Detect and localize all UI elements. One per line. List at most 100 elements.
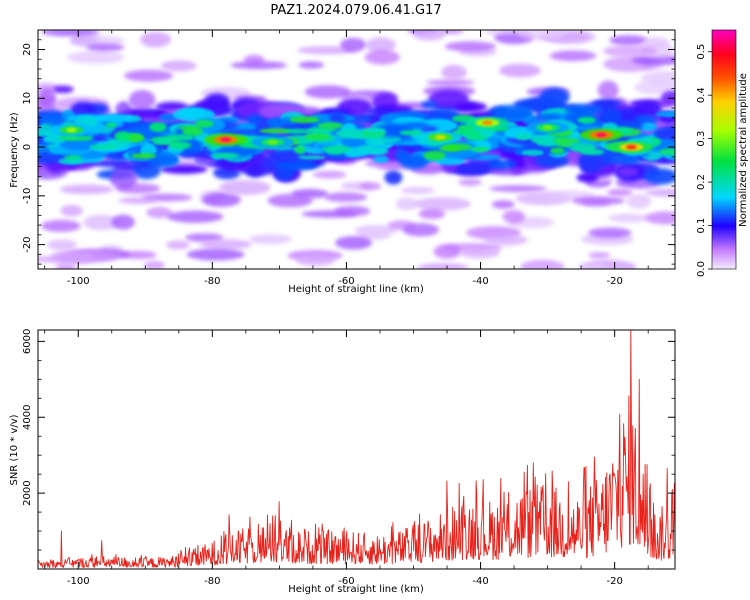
heatmap-cell (195, 119, 214, 128)
heatmap-cell (41, 30, 100, 37)
spectrogram-y-tick-label: 0 (22, 144, 33, 150)
heatmap-cell (218, 180, 271, 196)
heatmap-cell (608, 213, 650, 223)
heatmap-cell (109, 168, 138, 189)
heatmap-cell (146, 206, 172, 219)
heatmap-cell (634, 80, 675, 95)
heatmap-cell (304, 133, 330, 140)
heatmap-cell (516, 30, 568, 41)
heatmap-cell (67, 50, 125, 64)
heatmap-cell (296, 253, 336, 267)
heatmap-cell (169, 141, 192, 150)
heatmap-cell (502, 210, 525, 224)
heatmap-cell (312, 170, 347, 179)
spectrogram-y-label: Frequency (Hz) (9, 112, 20, 188)
heatmap-cell (46, 239, 78, 251)
heatmap-cell (63, 155, 82, 160)
heatmap-cell (41, 219, 81, 232)
heatmap-cell (38, 87, 56, 107)
colorbar-tick-label: 0.0 (696, 261, 707, 277)
heatmap-cell (199, 239, 252, 250)
heatmap-cell (384, 170, 403, 185)
heatmap-cell (297, 46, 356, 55)
heatmap-cell (394, 149, 410, 162)
heatmap-cell (597, 80, 619, 100)
heatmap-cell (335, 128, 364, 139)
heatmap-cell (644, 168, 675, 185)
colorbar: 0.0 0.1 0.2 0.3 0.4 0.5 Normalized spectral a… (696, 29, 749, 277)
heatmap-cell (499, 63, 541, 78)
heatmap-cell (631, 54, 675, 66)
spectrogram-x-tick-label: -40 (472, 276, 488, 287)
heatmap-cell (114, 131, 131, 141)
heatmap-cell (220, 137, 232, 142)
colorbar-label: Normalized spectral amplitude (738, 73, 749, 227)
heatmap-cell (595, 132, 607, 138)
heatmap-cell (653, 126, 675, 142)
heatmap-cell (400, 187, 436, 194)
heatmap-cell (479, 128, 493, 138)
heatmap-cell (441, 64, 467, 80)
heatmap-cell (402, 223, 439, 237)
heatmap-cell (421, 100, 438, 109)
colorbar-tick-label: 0.5 (696, 44, 707, 60)
heatmap-cell (417, 263, 469, 269)
heatmap-cell (186, 248, 245, 261)
colorbar-ticks: 0.0 0.1 0.2 0.3 0.4 0.5 (696, 44, 712, 277)
colorbar-tick-label: 0.1 (696, 218, 707, 234)
spectrogram-x-tick-label: -100 (67, 276, 90, 287)
heatmap-cell (155, 101, 189, 112)
colorbar-tick-label: 0.2 (696, 174, 707, 190)
heatmap-cell (413, 30, 446, 41)
colorbar-gradient (711, 29, 737, 270)
heatmap-cell (38, 151, 57, 164)
heatmap-cell (89, 144, 119, 150)
heatmap-cell (487, 159, 518, 169)
heatmap-cell (334, 205, 371, 217)
spectrogram-y-tick-label: 10 (22, 92, 33, 105)
heatmap-cell (395, 197, 418, 211)
heatmap-cell (324, 192, 368, 203)
heatmap-cell (607, 188, 633, 197)
heatmap-cell (160, 165, 208, 174)
heatmap-cell (149, 122, 167, 132)
heatmap-cell (549, 50, 597, 62)
heatmap-cell (335, 236, 373, 250)
spectrogram-x-tick-label: -20 (606, 276, 622, 287)
heatmap-cell (55, 263, 77, 269)
heatmap-cell (659, 148, 675, 155)
heatmap-cell (275, 159, 317, 171)
heatmap-cell (329, 111, 346, 125)
heatmap-cell (660, 90, 675, 106)
heatmap-cell (515, 133, 532, 141)
heatmap-cell (418, 208, 446, 220)
heatmap-cell (399, 130, 422, 136)
snr-x-tick-label: -60 (338, 576, 354, 587)
heatmap-cell (414, 197, 471, 211)
heatmap-cell (185, 233, 224, 243)
heatmap-cell (631, 101, 663, 117)
heatmap-cell (609, 35, 648, 46)
snr-x-tick-label: -80 (204, 576, 220, 587)
heatmap-cell (588, 227, 632, 238)
heatmap-cell (491, 200, 515, 209)
spectrogram-y-tick-label: -20 (22, 236, 33, 252)
heatmap-cell (534, 113, 564, 121)
heatmap-cell (211, 152, 240, 159)
heatmap-cell (598, 108, 622, 125)
heatmap-cell (550, 147, 565, 154)
heatmap-cell (455, 101, 488, 112)
heatmap-cell (520, 259, 565, 269)
heatmap-cell (143, 260, 165, 269)
heatmap-cell (439, 30, 464, 35)
heatmap-cell (140, 31, 172, 48)
heatmap-cell (53, 85, 74, 94)
snr-x-tick-label: -100 (67, 576, 90, 587)
heatmap-cell (483, 234, 528, 246)
heatmap-cell (580, 148, 605, 156)
heatmap-cell (248, 234, 292, 245)
colorbar-tick-label: 0.4 (696, 87, 707, 103)
spectrogram-y-tick-label: 20 (22, 43, 33, 56)
heatmap-cell (557, 142, 573, 148)
